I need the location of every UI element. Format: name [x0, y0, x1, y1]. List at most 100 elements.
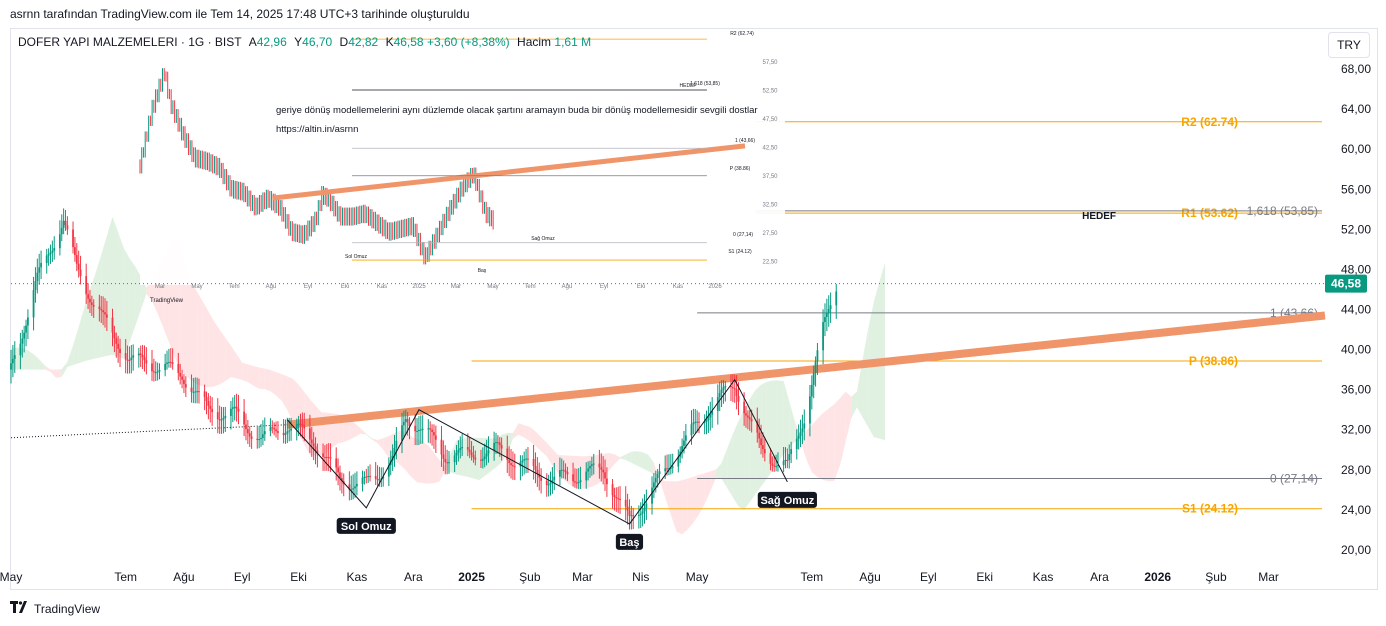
candle-body — [481, 459, 484, 461]
cloud-segment — [355, 423, 361, 437]
candle-body — [100, 309, 103, 311]
y-tick-label: 52,00 — [1341, 222, 1371, 236]
candle — [748, 409, 751, 431]
cloud-segment — [197, 291, 203, 387]
candle — [613, 487, 616, 511]
candle-body — [58, 234, 61, 249]
candle — [90, 295, 93, 316]
cloud-segment — [727, 434, 733, 498]
candle — [38, 253, 41, 285]
candle — [284, 419, 287, 444]
candle — [782, 446, 785, 473]
candle-body — [402, 421, 405, 426]
cloud-segment — [834, 398, 841, 481]
candle — [310, 426, 313, 457]
candle-body — [711, 410, 714, 415]
candle-body — [716, 397, 719, 411]
candle — [245, 413, 247, 441]
candle-body — [653, 482, 655, 488]
candle — [564, 463, 567, 480]
candle — [64, 209, 67, 231]
candle-body — [32, 290, 35, 318]
candle — [684, 423, 687, 449]
candle — [730, 374, 732, 402]
candle — [158, 363, 161, 380]
candle-body — [453, 455, 456, 463]
inset-y-tick: 22,50 — [762, 260, 778, 266]
candle-body — [669, 467, 672, 469]
candle-body — [440, 439, 443, 455]
candle — [512, 451, 514, 480]
cloud-segment — [439, 459, 446, 482]
candle-body — [211, 408, 214, 413]
inset-link: https://altin.in/asrnn — [276, 124, 358, 135]
cloud-segment — [101, 235, 107, 358]
candle-body — [324, 456, 326, 458]
currency-button[interactable]: TRY — [1328, 32, 1370, 58]
cloud-segment — [862, 328, 869, 427]
candle-body — [630, 515, 633, 517]
candle — [290, 417, 292, 441]
inset-y-tick: 27,50 — [762, 231, 778, 237]
cloud-segment — [535, 431, 542, 452]
candle-body — [459, 448, 462, 451]
candle — [209, 395, 212, 423]
inset-label: Sağ Omuz — [531, 236, 555, 242]
cloud-segment — [106, 216, 113, 356]
candle-body — [433, 432, 435, 436]
candle — [562, 460, 565, 479]
candle-body — [269, 427, 272, 432]
candle-body — [656, 474, 659, 478]
candle — [769, 448, 772, 471]
candle-body — [521, 460, 524, 463]
candle — [66, 216, 69, 235]
candle — [361, 470, 364, 492]
candle — [124, 339, 127, 374]
candle — [85, 263, 88, 304]
candle — [322, 443, 324, 471]
cloud-segment — [840, 391, 846, 466]
pivot-levels: R2 (62.74) R1 (53.62) 1,618 (53,85) 1 (43,6… — [471, 115, 1322, 516]
cloud-segment — [851, 391, 857, 419]
candle-body — [444, 458, 447, 463]
candle — [98, 294, 101, 322]
candle — [380, 467, 383, 488]
candle-body — [822, 322, 824, 351]
candle-body — [233, 406, 236, 408]
candle — [611, 478, 614, 509]
symbol-name[interactable]: DOFER YAPI MALZEMELERI · 1G · BIST — [18, 35, 242, 49]
candle-body — [72, 229, 74, 248]
candle-body — [271, 427, 274, 429]
candle — [784, 447, 787, 469]
candle — [756, 407, 759, 443]
candle-body — [562, 469, 565, 471]
candle-body — [105, 314, 108, 318]
candle-body — [641, 511, 644, 514]
candle — [822, 309, 824, 365]
candle — [523, 451, 526, 475]
candle-body — [404, 418, 407, 422]
candle — [62, 208, 65, 235]
candles — [10, 208, 838, 530]
candle — [337, 458, 339, 486]
candle-body — [308, 428, 311, 440]
candle-body — [762, 445, 764, 450]
candle — [216, 398, 219, 434]
candle — [205, 391, 208, 415]
candle-body — [10, 363, 12, 370]
pattern-badge — [757, 491, 817, 508]
candle — [654, 470, 657, 493]
y-tick-label: 24,00 — [1341, 503, 1371, 517]
candle-body — [369, 476, 371, 478]
candle — [651, 476, 653, 515]
candle — [457, 440, 460, 462]
candle — [13, 341, 16, 373]
candle-body — [431, 429, 433, 433]
candle — [801, 414, 804, 445]
candle-body — [760, 438, 762, 446]
candle — [718, 381, 721, 412]
cloud-segment — [512, 423, 519, 439]
candle — [261, 420, 264, 446]
candle — [575, 468, 578, 489]
